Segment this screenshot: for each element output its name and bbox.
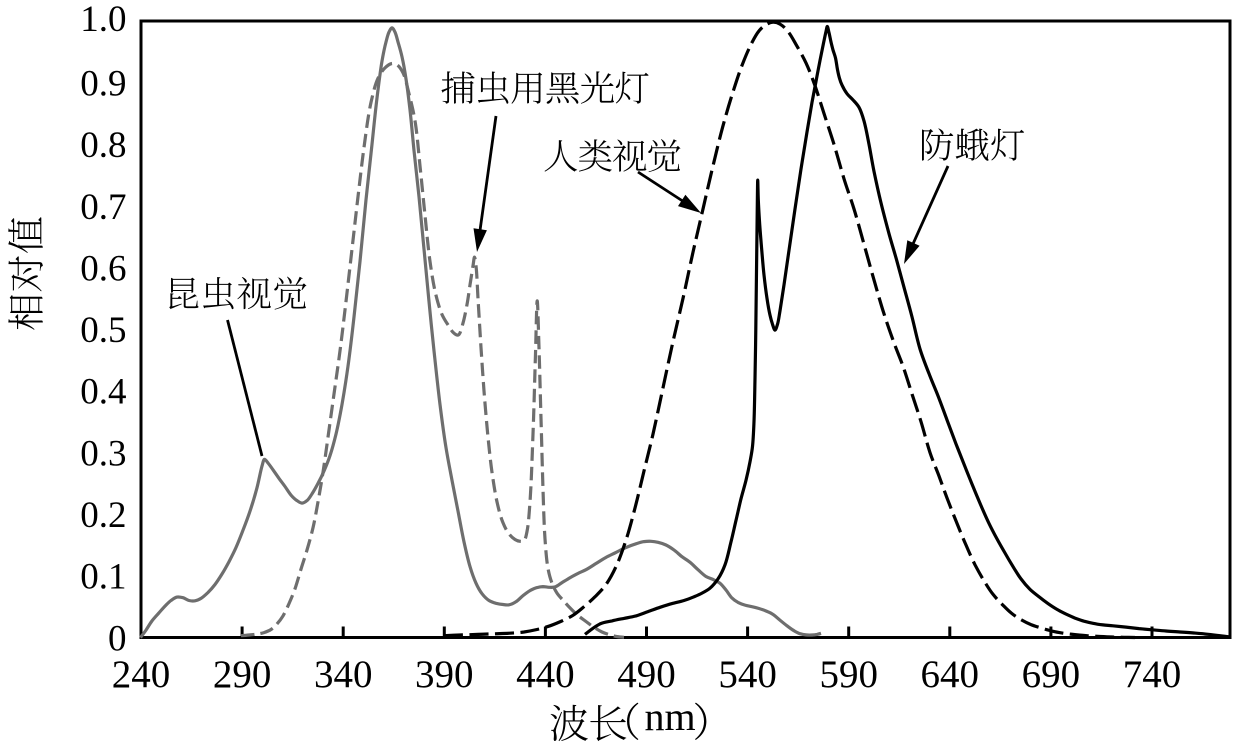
svg-text:0.3: 0.3 xyxy=(80,433,126,474)
svg-text:590: 590 xyxy=(819,653,878,696)
svg-text:0.8: 0.8 xyxy=(80,125,126,166)
svg-text:340: 340 xyxy=(314,653,373,696)
svg-text:0.5: 0.5 xyxy=(80,310,126,351)
svg-text:0.2: 0.2 xyxy=(80,495,126,536)
svg-text:0.7: 0.7 xyxy=(80,187,126,228)
svg-text:0.1: 0.1 xyxy=(80,557,126,598)
svg-text:0.9: 0.9 xyxy=(80,63,126,104)
svg-text:390: 390 xyxy=(415,653,474,696)
svg-text:490: 490 xyxy=(617,653,676,696)
svg-text:290: 290 xyxy=(213,653,272,696)
svg-text:nm: nm xyxy=(645,694,696,739)
svg-text:440: 440 xyxy=(516,653,575,696)
svg-text:540: 540 xyxy=(718,653,777,696)
svg-text:690: 690 xyxy=(1022,653,1081,696)
svg-text:0: 0 xyxy=(108,618,127,659)
svg-text:740: 740 xyxy=(1123,653,1182,696)
svg-text:640: 640 xyxy=(921,653,980,696)
svg-text:240: 240 xyxy=(112,653,171,696)
svg-text:1.0: 1.0 xyxy=(80,0,126,40)
svg-text:0.4: 0.4 xyxy=(80,372,126,413)
svg-text:0.6: 0.6 xyxy=(80,248,126,289)
